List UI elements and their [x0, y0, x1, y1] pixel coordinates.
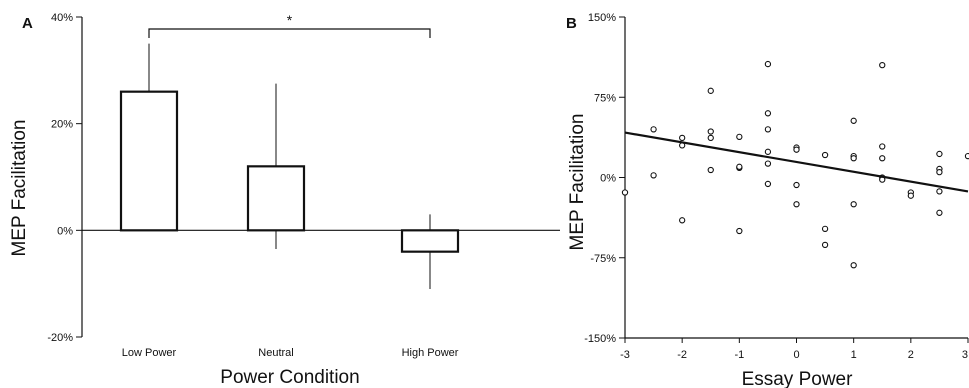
panel-b-data-point — [821, 241, 829, 249]
panel-a-y-tick-label: -20% — [47, 332, 73, 344]
panel-b-data-point — [936, 150, 943, 158]
panel-b-y-axis-title: MEP Facilitation — [567, 114, 588, 251]
panel-b-data-point — [850, 262, 857, 269]
panel-b-data-point — [907, 192, 914, 199]
panel-b-data-point — [707, 128, 714, 135]
panel-b-data-point — [936, 168, 943, 176]
panel-a-x-tick-label: High Power — [402, 347, 459, 359]
panel-b-y-tick-label: -150% — [584, 333, 616, 345]
panel-b-data-point — [879, 62, 886, 69]
panel-b-x-tick-label: 3 — [962, 349, 968, 361]
panel-b-data-point — [793, 201, 800, 208]
panel-b-data-point — [936, 209, 943, 216]
panel-b-data-point — [679, 134, 686, 142]
panel-b-label: B — [566, 15, 577, 32]
panel-b-y-tick-label: 0% — [600, 173, 616, 185]
panel-a-y-tick-label: 20% — [51, 119, 73, 131]
panel-b-x-tick-label: 1 — [851, 349, 857, 361]
panel-b-x-tick-label: -3 — [620, 349, 630, 361]
panel-a-y-axis-title: MEP Facilitation — [9, 120, 30, 257]
panel-b-data-point — [850, 201, 857, 208]
panel-b-data-point — [650, 172, 657, 179]
panel-a-significance-marker: * — [287, 12, 293, 28]
panel-b-data-point — [850, 155, 857, 162]
panel-b-trend-line — [624, 131, 969, 193]
panel-b-x-tick-label: -2 — [677, 349, 687, 361]
panel-b-data-point — [707, 87, 714, 94]
panel-b-data-point — [764, 110, 772, 117]
panel-a: A MEP Facilitation Power Condition -20% 0… — [9, 12, 560, 388]
panel-b-data-point — [879, 155, 886, 162]
panel-b-data-point — [793, 181, 800, 189]
panel-a-x-tick-label: Low Power — [122, 347, 177, 359]
panel-b-data-point — [621, 189, 629, 196]
panel-b-data-point — [936, 188, 943, 195]
panel-b-data-point — [764, 160, 772, 167]
panel-b-y-tick-label: 75% — [594, 92, 616, 104]
panel-a-x-tick-label: Neutral — [258, 347, 293, 359]
panel-b-data-point — [964, 152, 969, 160]
panel-b-data-point — [879, 143, 886, 150]
panel-a-bar — [246, 165, 306, 232]
panel-b-data-point — [679, 217, 686, 224]
panel-b-data-point — [650, 126, 657, 133]
panel-a-x-axis-title: Power Condition — [220, 367, 359, 388]
panel-b-data-point — [764, 180, 772, 188]
panel-b-y-tick-label: 150% — [588, 12, 616, 24]
panel-b-x-tick-label: 2 — [908, 349, 914, 361]
panel-a-significance-bracket — [148, 28, 431, 38]
panel-b-data-point — [793, 146, 800, 153]
panel-b-data-point — [764, 60, 772, 68]
panel-b-data-point — [764, 148, 772, 155]
panel-b: B MEP Facilitation Essay Power -150% -75%… — [566, 12, 969, 388]
panel-b-data-point — [707, 166, 714, 174]
panel-b-y-tick-label: -75% — [590, 253, 616, 265]
panel-b-x-tick-label: -1 — [734, 349, 744, 361]
panel-a-bar — [400, 229, 460, 253]
panel-b-data-point — [736, 133, 743, 140]
panel-a-y-tick-label: 0% — [57, 225, 73, 237]
panel-b-data-point — [707, 134, 714, 142]
panel-a-y-tick-label: 40% — [51, 12, 73, 24]
panel-b-data-point — [764, 126, 772, 133]
panel-b-data-point — [821, 151, 829, 159]
panel-b-data-point — [850, 117, 857, 124]
panel-b-data-point — [821, 225, 829, 233]
panel-b-data-point — [736, 227, 743, 235]
panel-b-x-tick-label: 0 — [793, 349, 799, 361]
panel-a-bar — [119, 90, 179, 232]
panel-b-x-axis-title: Essay Power — [742, 369, 854, 388]
panel-b-data-point — [736, 163, 743, 170]
panel-a-label: A — [22, 15, 33, 32]
